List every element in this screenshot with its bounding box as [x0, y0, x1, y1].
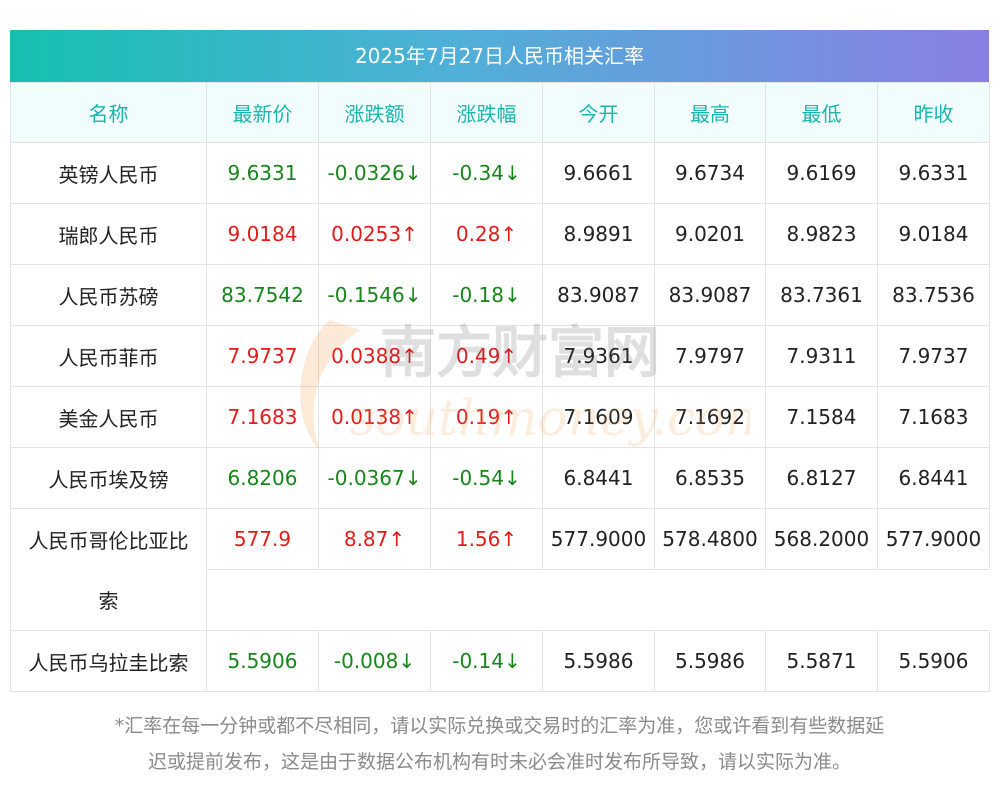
- change-amount: 0.0138↑: [318, 386, 431, 448]
- open-price: 8.9891: [542, 203, 655, 265]
- change-percent: -0.14↓: [430, 630, 543, 692]
- change-percent: 0.49↑: [430, 325, 543, 387]
- currency-name: 英镑人民币: [10, 142, 207, 204]
- header-change: 涨跌额: [318, 82, 431, 143]
- low-price: 5.5871: [765, 630, 878, 692]
- high-price: 7.9797: [654, 325, 766, 387]
- prev-close: 9.0184: [877, 203, 990, 265]
- currency-name: 人民币乌拉圭比索: [10, 630, 207, 692]
- disclaimer-note: *汇率在每一分钟或都不尽相同，请以实际兑换或交易时的汇率为准，您或许看到有些数据…: [10, 708, 989, 780]
- change-amount: 8.87↑: [318, 508, 431, 570]
- header-low: 最低: [765, 82, 878, 143]
- change-amount: -0.1546↓: [318, 264, 431, 326]
- currency-name: 美金人民币: [10, 386, 207, 448]
- high-price: 83.9087: [654, 264, 766, 326]
- low-price: 83.7361: [765, 264, 878, 326]
- table-title: 2025年7月27日人民币相关汇率: [10, 30, 989, 82]
- last-price: 7.9737: [206, 325, 319, 387]
- open-price: 577.9000: [542, 508, 655, 570]
- change-amount: 0.0253↑: [318, 203, 431, 265]
- header-name: 名称: [10, 82, 207, 143]
- high-price: 6.8535: [654, 447, 766, 509]
- open-price: 7.1609: [542, 386, 655, 448]
- last-price: 7.1683: [206, 386, 319, 448]
- change-percent: 1.56↑: [430, 508, 543, 570]
- open-price: 6.8441: [542, 447, 655, 509]
- table-header-row: 名称 最新价 涨跌额 涨跌幅 今开 最高 最低 昨收: [10, 82, 990, 143]
- header-high: 最高: [654, 82, 766, 143]
- change-percent: 0.19↑: [430, 386, 543, 448]
- high-price: 9.6734: [654, 142, 766, 204]
- open-price: 5.5986: [542, 630, 655, 692]
- table-row: 美金人民币 7.1683 0.0138↑ 0.19↑ 7.1609 7.1692…: [10, 386, 990, 448]
- header-last: 最新价: [206, 82, 319, 143]
- currency-name-continued: 索: [10, 569, 207, 631]
- low-price: 6.8127: [765, 447, 878, 509]
- header-change-pct: 涨跌幅: [430, 82, 543, 143]
- change-percent: -0.34↓: [430, 142, 543, 204]
- change-amount: -0.0326↓: [318, 142, 431, 204]
- last-price: 577.9: [206, 508, 319, 570]
- last-price: 5.5906: [206, 630, 319, 692]
- table-row: 人民币苏磅 83.7542 -0.1546↓ -0.18↓ 83.9087 83…: [10, 264, 990, 326]
- exchange-rate-table: 名称 最新价 涨跌额 涨跌幅 今开 最高 最低 昨收 英镑人民币 9.6331 …: [10, 82, 990, 692]
- open-price: 83.9087: [542, 264, 655, 326]
- empty-cell: [206, 569, 990, 631]
- low-price: 8.9823: [765, 203, 878, 265]
- currency-name: 人民币埃及镑: [10, 447, 207, 509]
- disclaimer-line-2: 迟或提前发布，这是由于数据公布机构有时未必会准时发布所导致，请以实际为准。: [147, 751, 851, 773]
- prev-close: 6.8441: [877, 447, 990, 509]
- disclaimer-line-1: *汇率在每一分钟或都不尽相同，请以实际兑换或交易时的汇率为准，您或许看到有些数据…: [114, 715, 885, 737]
- last-price: 83.7542: [206, 264, 319, 326]
- header-prev-close: 昨收: [877, 82, 990, 143]
- table-row: 人民币乌拉圭比索 5.5906 -0.008↓ -0.14↓ 5.5986 5.…: [10, 630, 990, 692]
- change-percent: 0.28↑: [430, 203, 543, 265]
- last-price: 9.6331: [206, 142, 319, 204]
- table-row: 人民币哥伦比亚比 577.9 8.87↑ 1.56↑ 577.9000 578.…: [10, 508, 990, 570]
- table-row-overflow: 索: [10, 569, 990, 631]
- high-price: 9.0201: [654, 203, 766, 265]
- prev-close: 7.9737: [877, 325, 990, 387]
- last-price: 9.0184: [206, 203, 319, 265]
- prev-close: 7.1683: [877, 386, 990, 448]
- change-percent: -0.54↓: [430, 447, 543, 509]
- open-price: 7.9361: [542, 325, 655, 387]
- open-price: 9.6661: [542, 142, 655, 204]
- high-price: 578.4800: [654, 508, 766, 570]
- low-price: 9.6169: [765, 142, 878, 204]
- low-price: 7.9311: [765, 325, 878, 387]
- rate-table-container: 2025年7月27日人民币相关汇率 名称 最新价 涨跌额 涨跌幅 今开 最高 最…: [10, 30, 990, 692]
- prev-close: 83.7536: [877, 264, 990, 326]
- prev-close: 577.9000: [877, 508, 990, 570]
- high-price: 5.5986: [654, 630, 766, 692]
- table-row: 瑞郎人民币 9.0184 0.0253↑ 0.28↑ 8.9891 9.0201…: [10, 203, 990, 265]
- header-open: 今开: [542, 82, 655, 143]
- table-row: 人民币菲币 7.9737 0.0388↑ 0.49↑ 7.9361 7.9797…: [10, 325, 990, 387]
- last-price: 6.8206: [206, 447, 319, 509]
- change-percent: -0.18↓: [430, 264, 543, 326]
- currency-name: 人民币苏磅: [10, 264, 207, 326]
- change-amount: 0.0388↑: [318, 325, 431, 387]
- prev-close: 5.5906: [877, 630, 990, 692]
- change-amount: -0.0367↓: [318, 447, 431, 509]
- currency-name: 人民币哥伦比亚比: [10, 508, 207, 570]
- high-price: 7.1692: [654, 386, 766, 448]
- change-amount: -0.008↓: [318, 630, 431, 692]
- low-price: 7.1584: [765, 386, 878, 448]
- currency-name: 瑞郎人民币: [10, 203, 207, 265]
- low-price: 568.2000: [765, 508, 878, 570]
- prev-close: 9.6331: [877, 142, 990, 204]
- currency-name: 人民币菲币: [10, 325, 207, 387]
- table-row: 人民币埃及镑 6.8206 -0.0367↓ -0.54↓ 6.8441 6.8…: [10, 447, 990, 509]
- table-row: 英镑人民币 9.6331 -0.0326↓ -0.34↓ 9.6661 9.67…: [10, 142, 990, 204]
